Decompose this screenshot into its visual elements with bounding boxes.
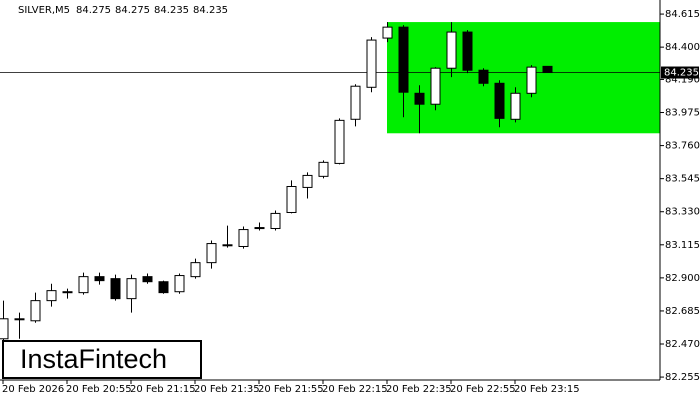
candle-body <box>462 31 473 71</box>
y-tick-label: 84.615 <box>665 9 700 20</box>
y-tick-label: 82.470 <box>665 339 700 350</box>
y-tick-label: 84.190 <box>665 74 700 85</box>
candle-body <box>78 276 89 294</box>
candle-body <box>414 92 425 105</box>
x-tick-label: 20 Feb 22:35 <box>386 384 452 395</box>
pattern-zone <box>387 22 660 134</box>
candle-body <box>238 229 249 247</box>
candle-body <box>398 26 409 93</box>
candle-body <box>254 227 265 230</box>
x-tick-label: 20 Feb 21:55 <box>258 384 324 395</box>
x-tick-label: 20 Feb 22:15 <box>322 384 388 395</box>
last-price-label: 84.235 <box>664 68 699 79</box>
y-tick-label: 82.255 <box>665 372 700 383</box>
candle-body <box>334 119 345 164</box>
candle-body <box>190 262 201 278</box>
close-value: 84.235 <box>193 5 228 16</box>
x-tick-label: 20 Feb 23:15 <box>514 384 580 395</box>
candle-body <box>350 85 361 120</box>
last-price-box <box>661 66 699 79</box>
x-tick-label: 20 Feb 21:15 <box>130 384 196 395</box>
y-tick-label: 83.760 <box>665 141 700 152</box>
x-tick-label: 20 Feb 21:35 <box>194 384 260 395</box>
candle-body <box>62 291 73 294</box>
y-tick-label: 83.330 <box>665 207 700 218</box>
candle-body <box>270 212 281 229</box>
candle-body <box>94 276 105 282</box>
watermark: InstaFintech <box>20 344 167 374</box>
x-tick-label: 20 Feb 20:55 <box>66 384 132 395</box>
candle-body <box>542 65 553 74</box>
high-value: 84.275 <box>115 5 150 16</box>
y-tick-label: 82.900 <box>665 273 700 284</box>
candle-body <box>446 31 457 69</box>
x-tick-label: 20 Feb 22:55 <box>450 384 516 395</box>
low-value: 84.235 <box>154 5 189 16</box>
candle-body <box>142 276 153 283</box>
candle-body <box>206 243 217 264</box>
candle-body <box>302 174 313 188</box>
candle-body <box>366 39 377 88</box>
plot-area <box>0 22 660 341</box>
candle-body <box>222 244 233 247</box>
candle-body <box>286 186 297 213</box>
candle-body <box>14 318 25 321</box>
candle-body <box>110 278 121 300</box>
candle-body <box>478 69 489 84</box>
candle-body <box>526 66 537 94</box>
y-tick-label: 84.400 <box>665 42 700 53</box>
watermark-box <box>2 340 202 379</box>
y-tick-label: 83.975 <box>665 108 700 119</box>
y-tick-label: 83.115 <box>665 240 700 251</box>
candle-body <box>510 92 521 120</box>
candle-body <box>174 275 185 293</box>
candle-body <box>158 281 169 294</box>
y-tick-label: 82.685 <box>665 306 700 317</box>
candle-body <box>382 26 393 39</box>
candle-body <box>0 318 9 340</box>
candle-body <box>318 161 329 177</box>
symbol: SILVER,M5 <box>18 5 70 16</box>
header: SILVER,M5 84.275 84.275 84.235 84.235 <box>18 5 228 16</box>
candle-body <box>430 67 441 105</box>
candle-body <box>30 300 41 322</box>
open-value: 84.275 <box>76 5 111 16</box>
candle-body <box>494 82 505 119</box>
x-tick-label: 20 Feb 2026 <box>2 384 64 395</box>
candle-body <box>126 278 137 300</box>
candle-body <box>46 290 57 302</box>
y-tick-label: 83.545 <box>665 174 700 185</box>
